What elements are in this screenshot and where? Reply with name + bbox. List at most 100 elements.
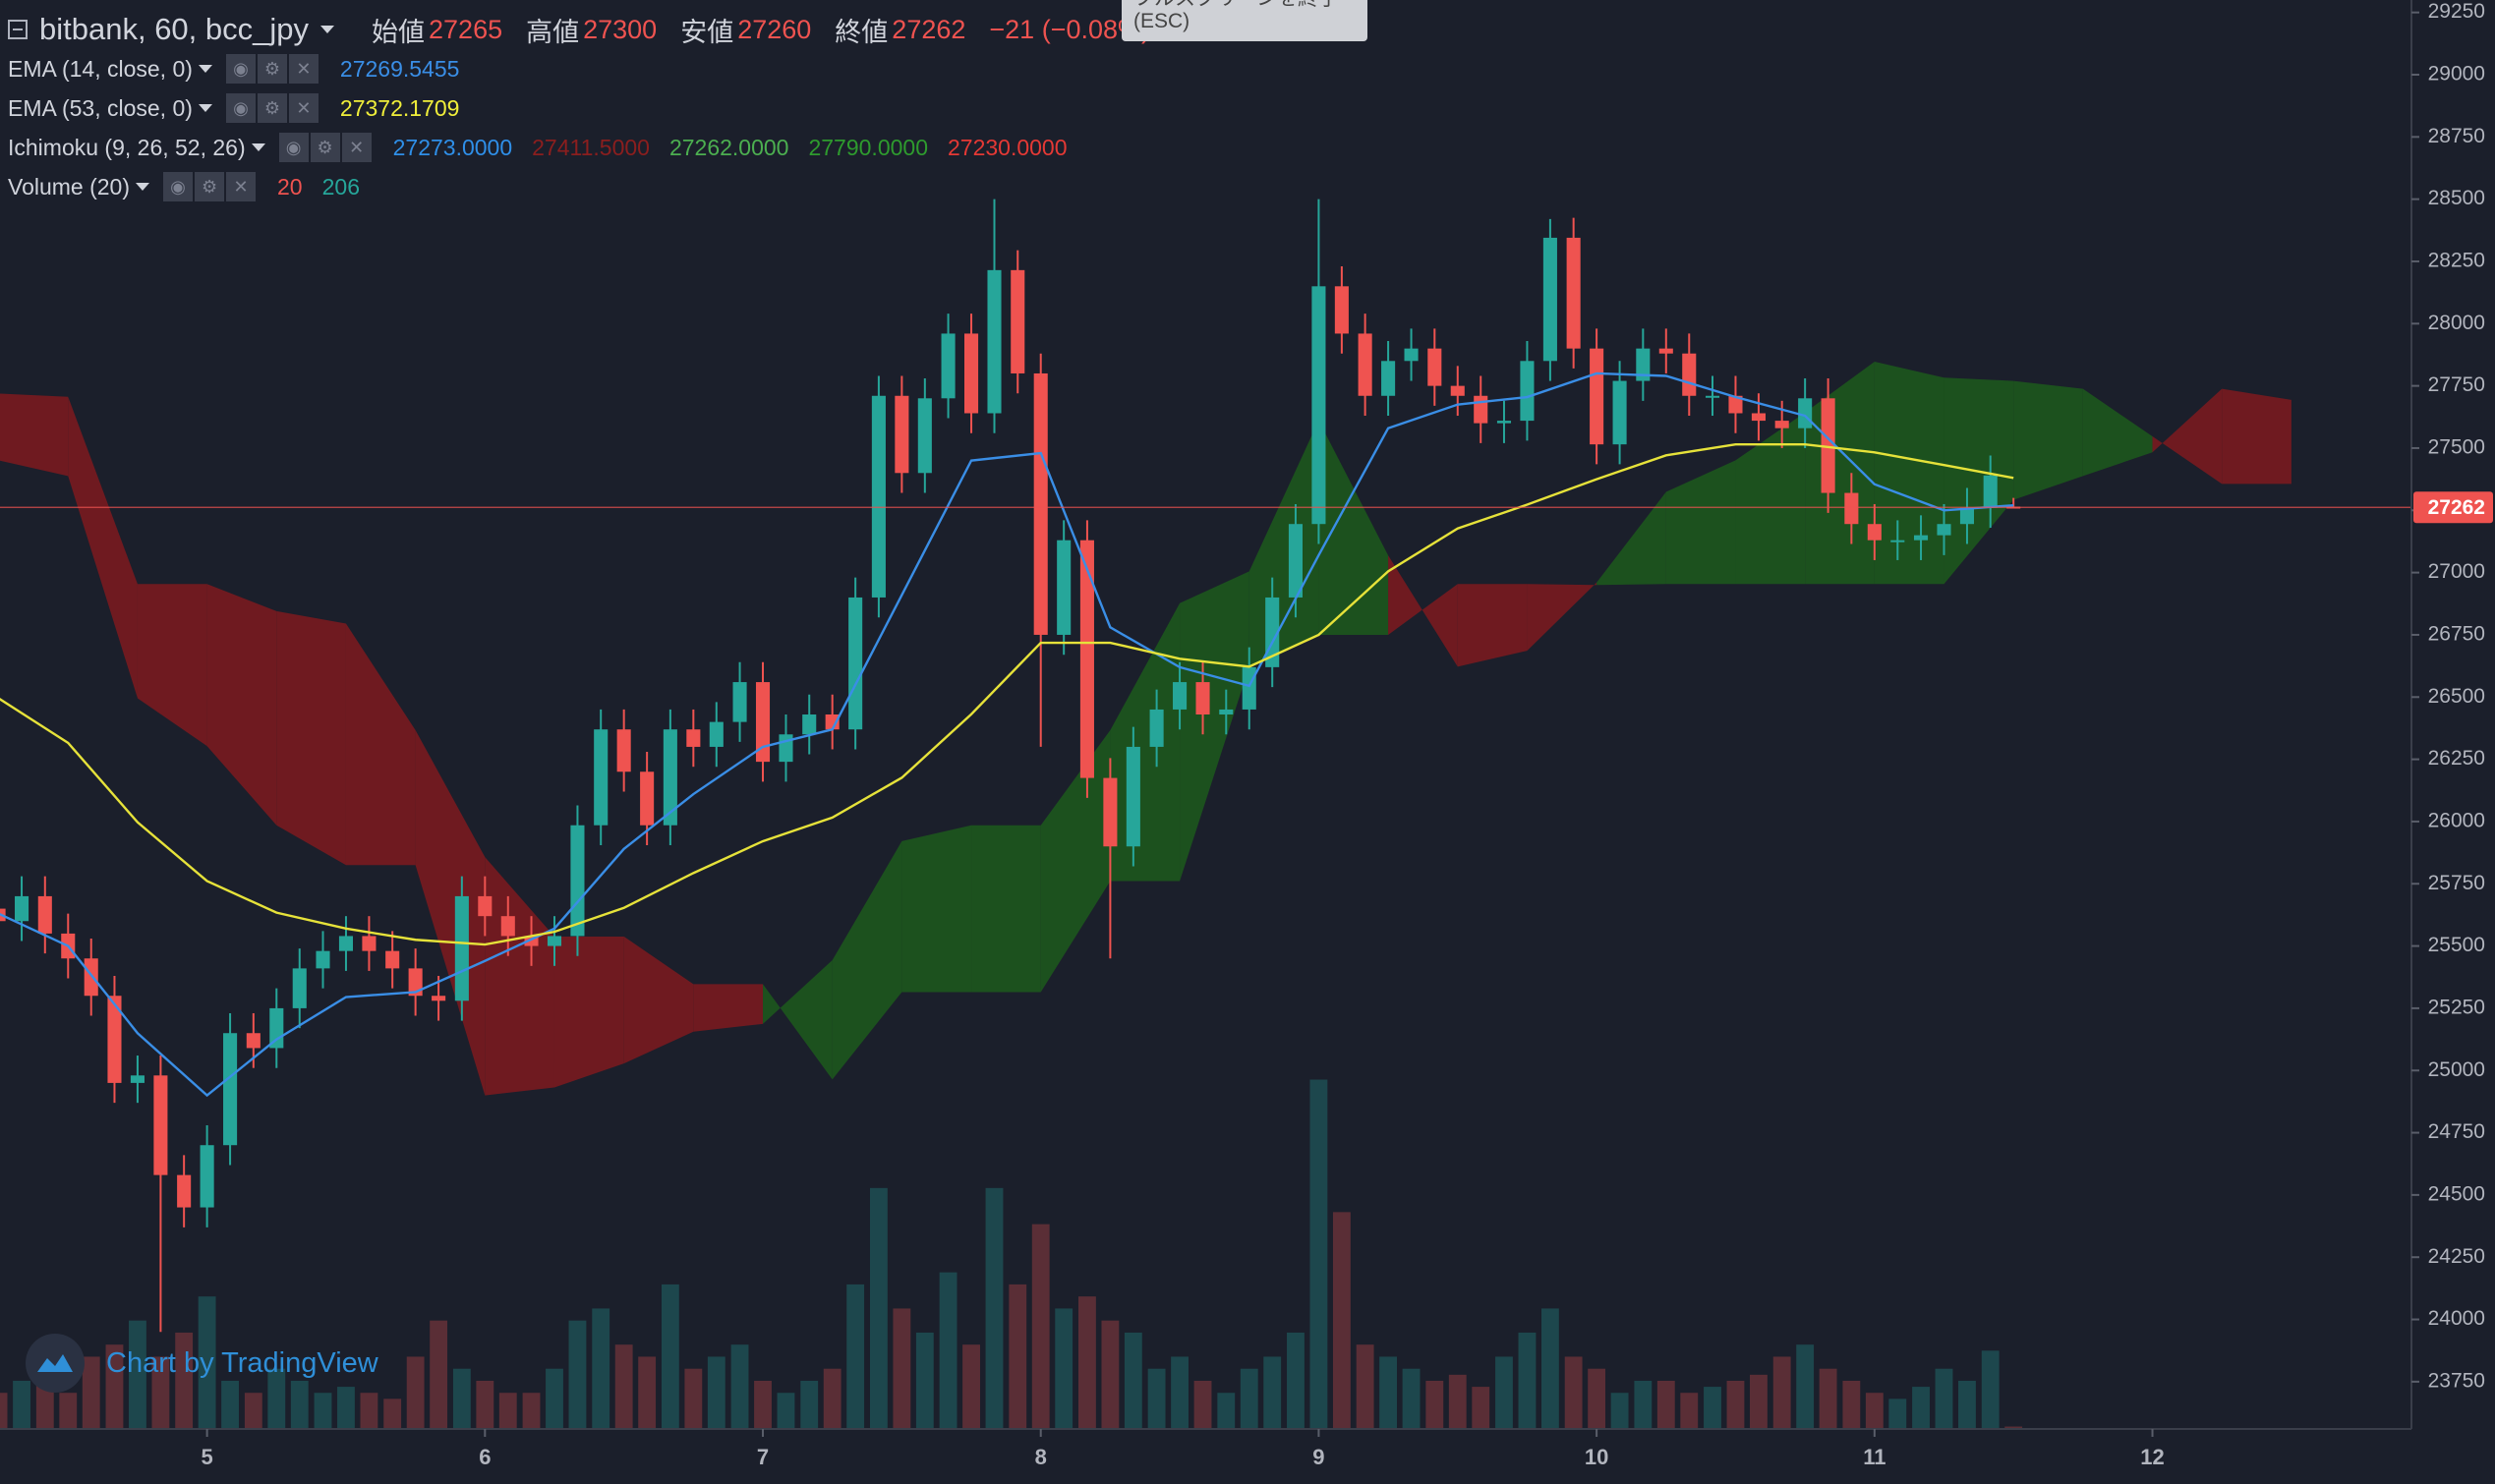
watermark-text: Chart by TradingView [106,1346,378,1379]
candle-body [200,1145,214,1208]
y-tick-label: 24250 [2428,1245,2485,1268]
candle-body [500,916,515,937]
indicator-value: 27269.5455 [339,55,460,82]
indicator-menu[interactable] [198,104,212,112]
volume-bar [430,1320,448,1429]
indicator-button[interactable]: ⚙ [257,93,287,123]
candle-body [1033,372,1048,635]
candle-body [941,333,956,399]
cloud-segment [68,396,138,699]
volume-bar [1263,1356,1282,1429]
volume-bar [244,1393,262,1429]
indicator-button[interactable]: ✕ [288,54,319,84]
indicator-button[interactable]: ✕ [226,172,257,201]
cloud-segment [763,960,833,1080]
volume-bar [1958,1380,1976,1429]
candle-body [1011,269,1025,373]
candle-body [107,996,122,1083]
volume-bar [1518,1332,1537,1429]
indicator-button[interactable]: ⚙ [257,54,287,84]
volume-bar [1332,1212,1351,1429]
volume-bar [290,1380,309,1429]
indicator-name[interactable]: EMA (53, close, 0) [8,94,193,121]
volume-bar [1865,1393,1884,1429]
y-tick-label: 28250 [2428,250,2485,272]
indicator-button[interactable]: ◉ [278,133,309,162]
indicator-value: 27262.0000 [668,134,789,160]
indicator-value: 206 [321,173,360,200]
indicator-button[interactable]: ⚙ [310,133,340,162]
volume-bar [939,1272,957,1429]
candle-body [547,936,562,946]
y-tick-label: 24000 [2428,1307,2485,1330]
indicator-button[interactable]: ◉ [225,54,256,84]
symbol-menu[interactable] [320,26,335,33]
cloud-segment [623,936,694,1064]
plot-area [0,199,2292,1429]
candle-body [1751,413,1766,422]
indicator-name[interactable]: EMA (14, close, 0) [8,55,193,82]
candle-body [1937,524,1951,536]
indicator-menu[interactable] [251,143,265,151]
volume-bar [360,1393,378,1429]
indicator-row: EMA (14, close, 0) ◉ ⚙ ✕ 27269.5455 [8,49,1150,88]
indicator-line [0,371,2014,1098]
volume-bar [893,1308,911,1429]
cloud-segment [276,610,346,866]
candle-body [1983,475,1998,508]
volume-bar [915,1332,934,1429]
cloud-segment [1388,555,1458,667]
watermark[interactable]: Chart by TradingView [26,1334,378,1393]
cloud-segment [0,393,69,477]
candle-body [1890,540,1905,542]
candle-body [848,597,863,730]
indicator-row: Volume (20) ◉ ⚙ ✕ 20 206 [8,167,1150,206]
y-tick-label: 29000 [2428,63,2485,86]
candle-body [1149,709,1164,747]
cloud-segment [553,936,624,1088]
indicator-button[interactable]: ✕ [341,133,372,162]
indicator-name[interactable]: Volume (20) [8,173,131,200]
volume-bar [1588,1368,1606,1429]
candle-body [524,936,539,946]
indicator-menu[interactable] [198,65,212,73]
indicator-name[interactable]: Ichimoku (9, 26, 52, 26) [8,134,246,160]
candle-body [1728,395,1743,414]
candle-body [1682,353,1697,396]
volume-bar [1425,1380,1444,1429]
cloud-segment [485,857,554,1096]
candle-body [84,958,98,997]
candle-body [1774,421,1789,428]
volume-bar [1750,1374,1768,1429]
symbol-title[interactable]: bitbank, 60, bcc_jpy [39,12,310,46]
indicator-button[interactable]: ⚙ [195,172,225,201]
collapse-button[interactable] [8,20,28,39]
volume-bar [1772,1356,1791,1429]
volume-bar [730,1344,749,1429]
quote-value: 27262 [892,14,966,44]
indicator-button[interactable]: ◉ [225,93,256,123]
x-tick-label: 10 [1585,1445,1608,1469]
candle-body [1542,237,1557,362]
price-label: 27262 [2428,496,2485,519]
candle-body [130,1075,145,1083]
candle-body [1334,286,1349,334]
volume-bar [661,1284,679,1429]
volume-bar [314,1393,332,1429]
y-tick-label: 23750 [2428,1369,2485,1392]
cloud-segment [2082,388,2153,477]
symbol-row: bitbank, 60, bcc_jpy 始値 27265 高値 27300 安値 272… [8,10,1150,49]
candle-body [1959,507,1974,525]
cloud-segment [206,584,277,826]
indicator-value: 27273.0000 [392,134,513,160]
cloud-segment [901,825,972,993]
indicator-menu[interactable] [136,183,150,191]
volume-bar [1031,1224,1050,1429]
quote-label: 始値 [372,17,426,47]
y-tick-label: 28000 [2428,312,2485,334]
indicator-button[interactable]: ◉ [163,172,194,201]
x-tick-label: 5 [201,1445,212,1469]
indicator-button[interactable]: ✕ [288,93,319,123]
candle-body [964,333,979,414]
volume-bar [383,1398,402,1429]
